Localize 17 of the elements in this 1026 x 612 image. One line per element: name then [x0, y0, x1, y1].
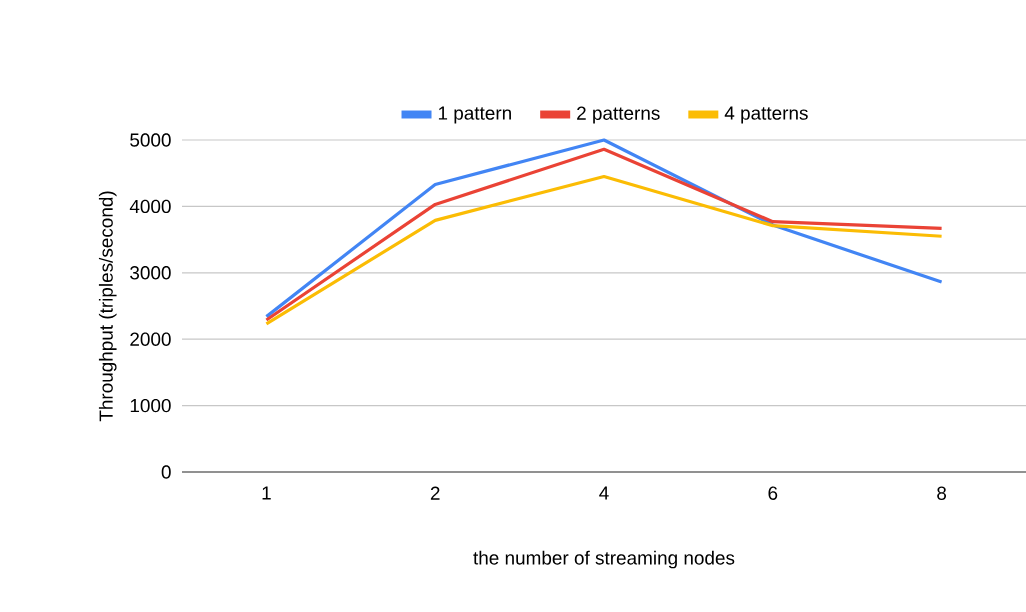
legend-label: 1 pattern [438, 106, 511, 124]
legend-label: 4 patterns [724, 106, 808, 124]
x-tick-label: 6 [768, 486, 778, 500]
line-series [264, 174, 944, 326]
x-tick-label: 2 [430, 486, 440, 500]
y-axis-title: Throughput (triples/second) [98, 191, 117, 422]
y-tick-label: 4000 [129, 199, 171, 214]
y-tick-label: 3000 [130, 266, 171, 280]
legend-label: 2 patterns [577, 106, 660, 124]
y-tick-label: 0 [161, 465, 171, 479]
x-tick-label: 1 [262, 486, 271, 500]
y-tick-label: 5000 [130, 133, 171, 147]
x-tick-label: 4 [599, 486, 609, 500]
x-tick-label: 8 [937, 486, 947, 500]
y-tick-label: 2000 [130, 332, 171, 346]
x-axis-title: the number of streaming nodes [473, 550, 735, 569]
y-tick-label: 1000 [130, 398, 171, 413]
